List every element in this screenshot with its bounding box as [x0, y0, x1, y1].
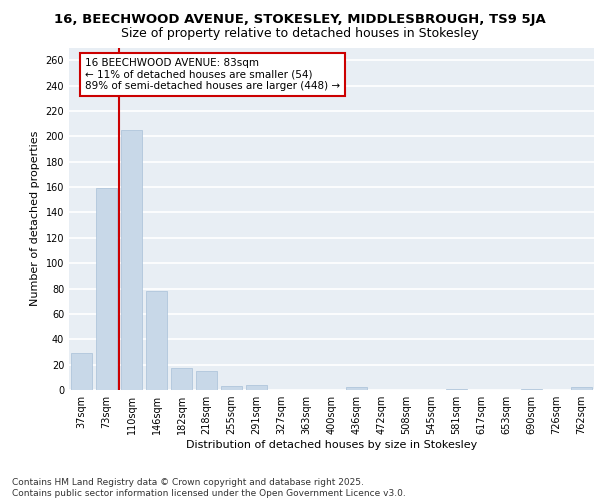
Y-axis label: Number of detached properties: Number of detached properties	[30, 131, 40, 306]
Bar	[146, 291, 167, 390]
Text: 16, BEECHWOOD AVENUE, STOKESLEY, MIDDLESBROUGH, TS9 5JA: 16, BEECHWOOD AVENUE, STOKESLEY, MIDDLES…	[54, 12, 546, 26]
Bar	[71, 353, 92, 390]
Bar	[571, 388, 592, 390]
Bar	[196, 371, 217, 390]
Text: Contains HM Land Registry data © Crown copyright and database right 2025.
Contai: Contains HM Land Registry data © Crown c…	[12, 478, 406, 498]
Bar	[96, 188, 117, 390]
Text: 16 BEECHWOOD AVENUE: 83sqm
← 11% of detached houses are smaller (54)
89% of semi: 16 BEECHWOOD AVENUE: 83sqm ← 11% of deta…	[85, 58, 340, 91]
X-axis label: Distribution of detached houses by size in Stokesley: Distribution of detached houses by size …	[186, 440, 477, 450]
Bar	[346, 388, 367, 390]
Bar	[171, 368, 192, 390]
Bar	[221, 386, 242, 390]
Bar	[446, 388, 467, 390]
Text: Size of property relative to detached houses in Stokesley: Size of property relative to detached ho…	[121, 28, 479, 40]
Bar	[121, 130, 142, 390]
Bar	[246, 385, 267, 390]
Bar	[521, 388, 542, 390]
